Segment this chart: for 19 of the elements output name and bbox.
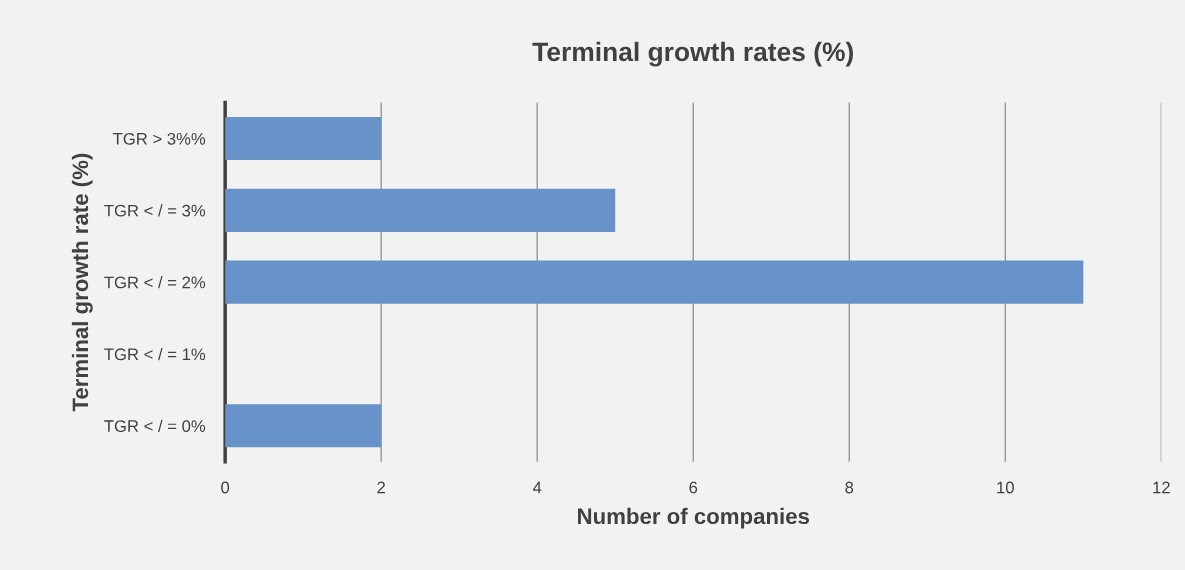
- x-tick-label: 6: [689, 481, 698, 494]
- bar: [225, 260, 1084, 304]
- x-tick-label: 10: [997, 481, 1014, 494]
- y-tick-label: TGR < / = 2%: [104, 276, 206, 289]
- y-tick-label: TGR < / = 1%: [104, 347, 206, 361]
- x-tick-label: 8: [845, 481, 854, 494]
- y-tick-label: TGR > 3%%: [113, 132, 206, 145]
- chart-title: Terminal growth rates (%): [532, 41, 853, 67]
- y-axis-title: Terminal growth rate (%): [71, 153, 93, 412]
- bar: [225, 188, 616, 232]
- x-axis-title: Number of companies: [578, 507, 810, 529]
- x-tick-label: 12: [1153, 481, 1170, 494]
- y-tick-label: TGR < / = 3%: [104, 204, 206, 217]
- x-tick-label: 4: [532, 481, 542, 494]
- bar: [225, 404, 382, 448]
- x-tick-label: 0: [221, 481, 230, 494]
- x-tick-label: 2: [377, 481, 385, 494]
- bar: [225, 116, 382, 161]
- y-tick-label: TGR < / = 0%: [104, 419, 206, 432]
